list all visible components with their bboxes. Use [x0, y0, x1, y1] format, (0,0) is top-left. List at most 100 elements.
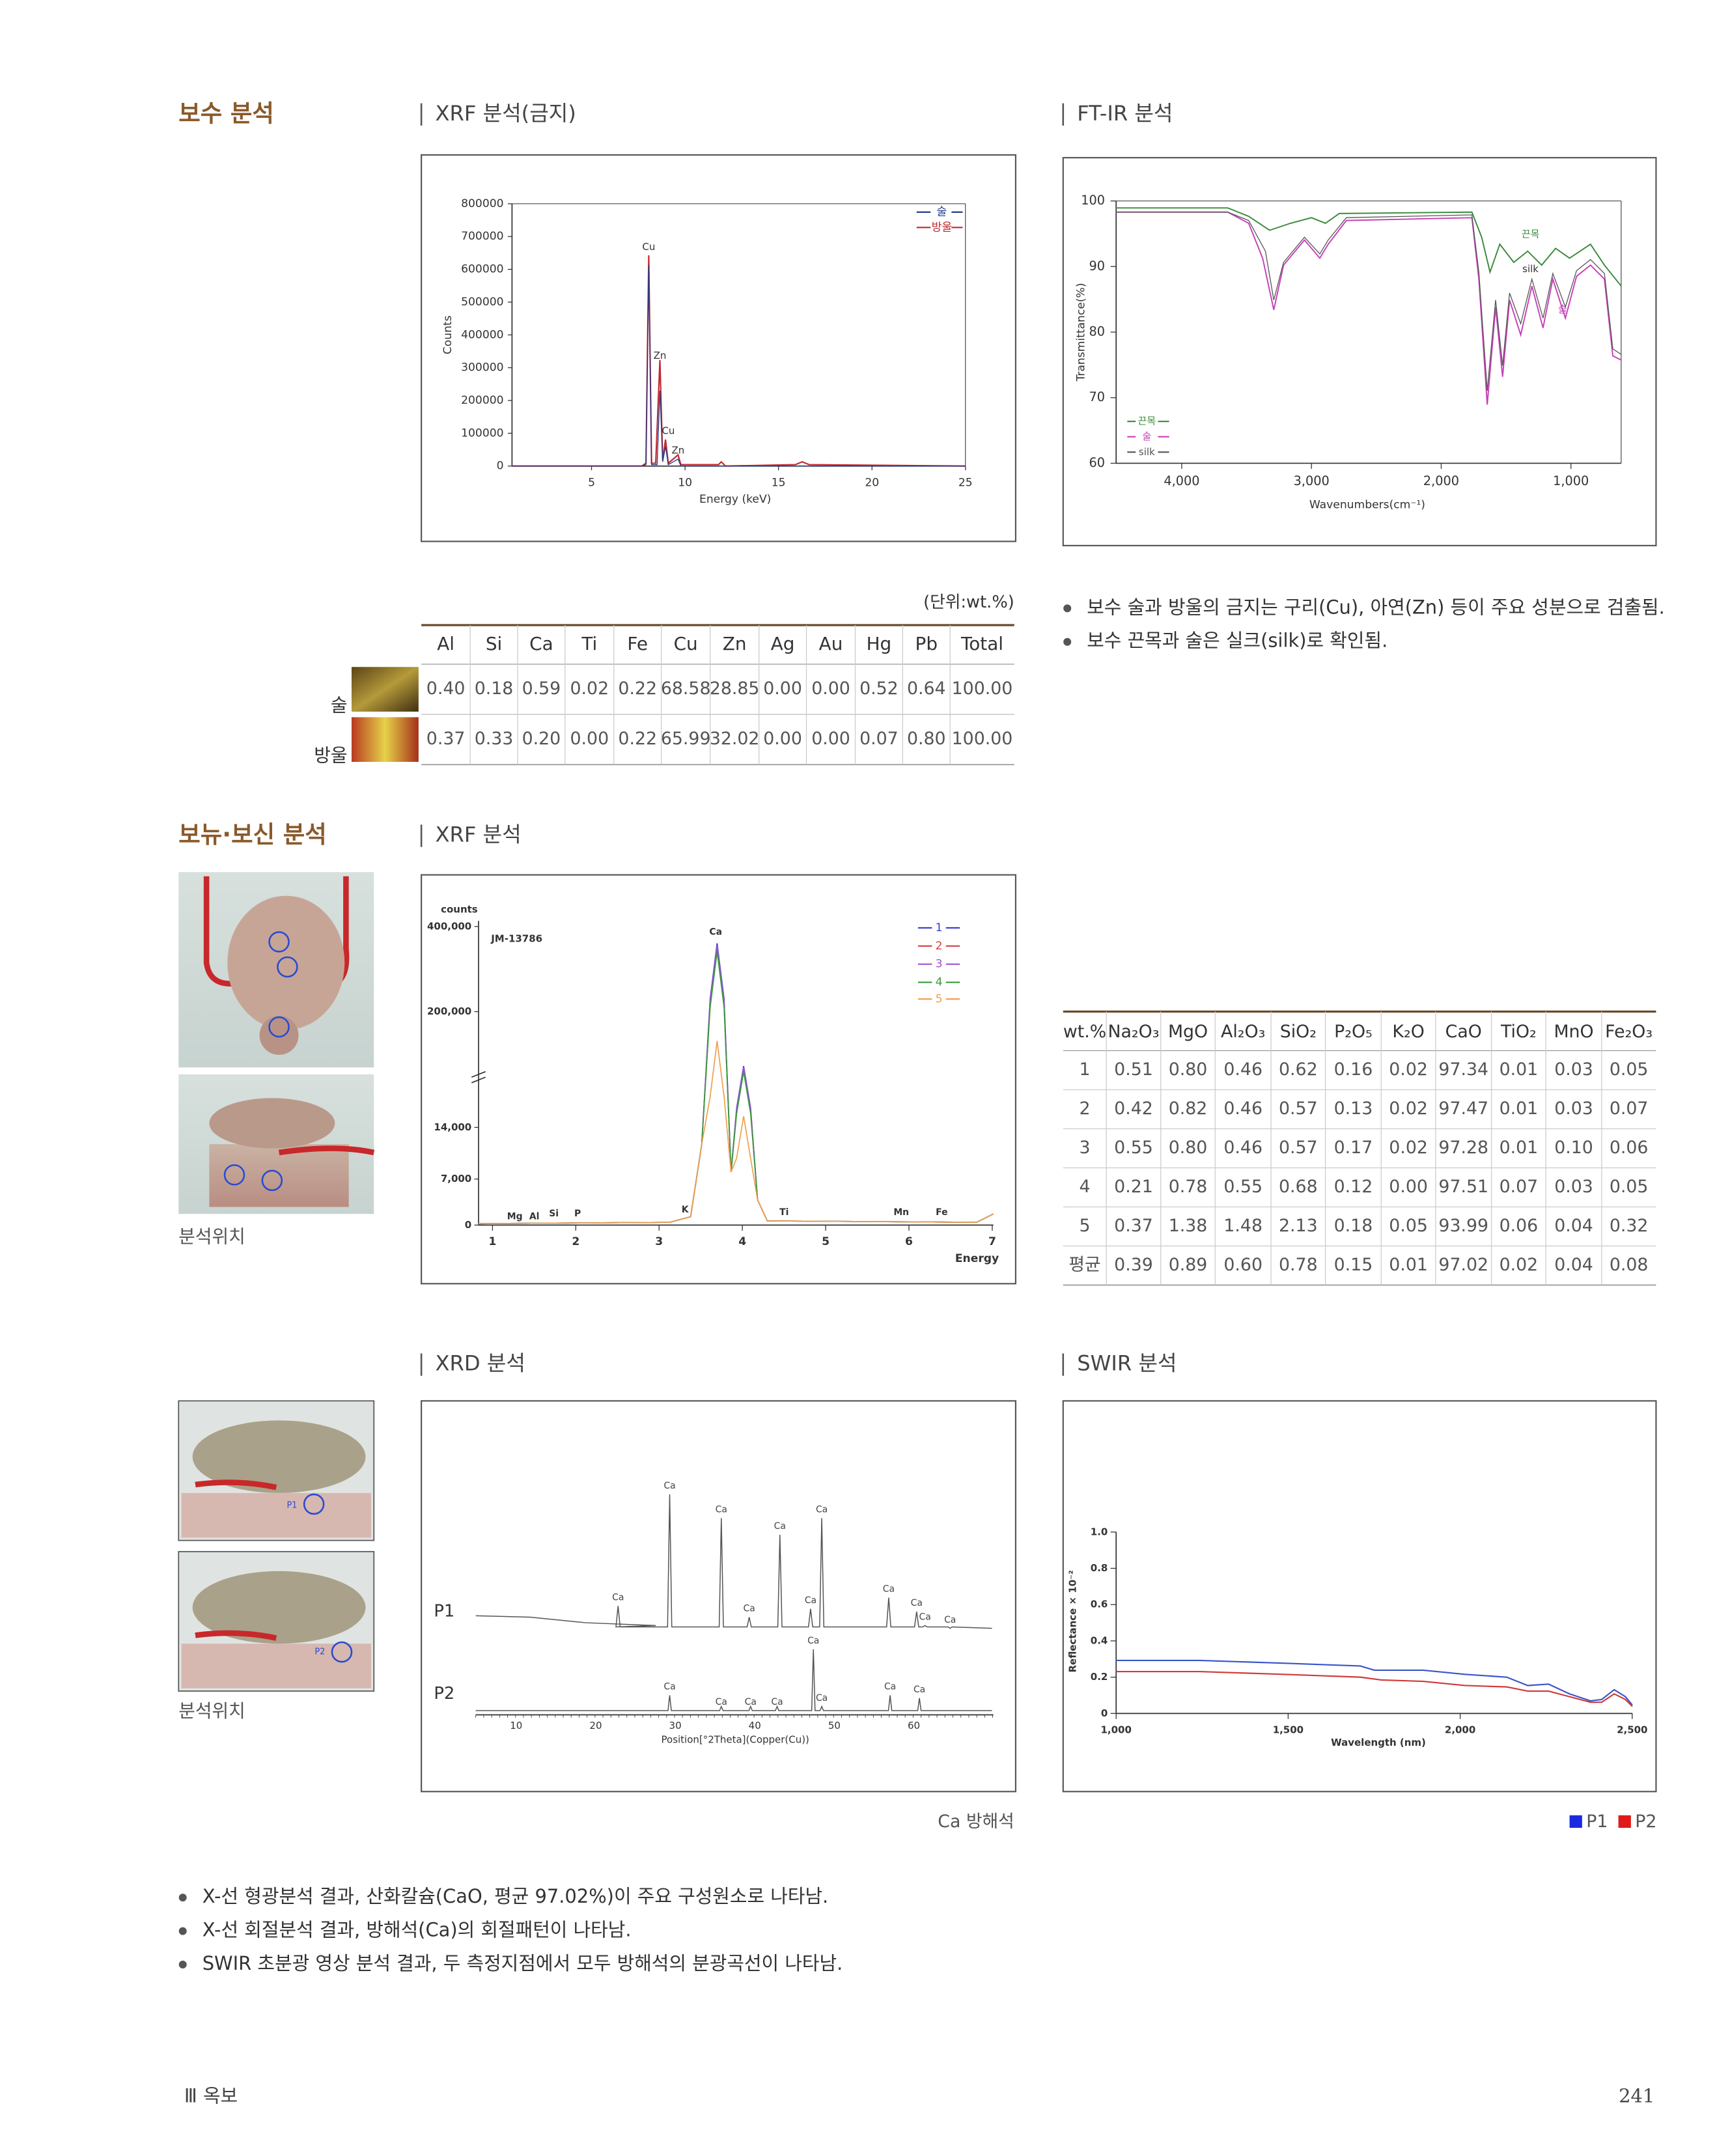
chart-annotation: silk [1522, 263, 1539, 275]
x-tick-label: 5 [588, 476, 595, 489]
thumbnail [351, 667, 419, 712]
peak-label: Ca [816, 1505, 828, 1515]
peak-label: Ca [663, 1682, 675, 1692]
marker [331, 1641, 353, 1663]
y-tick-label: 600000 [461, 263, 503, 276]
peak-label: Zn [654, 350, 667, 361]
element-label: Ca [709, 927, 722, 937]
marker [303, 1493, 325, 1515]
series-label: P2 [434, 1684, 454, 1703]
chart-annotation: 끈목 [1522, 229, 1540, 240]
table-cell: 0.15 [1334, 1255, 1373, 1275]
table-cell: 0.06 [1610, 1138, 1649, 1158]
x-tick-label: 1 [488, 1235, 496, 1248]
table-cell: 0.46 [1223, 1099, 1263, 1119]
x-tick-label: 4,000 [1164, 473, 1199, 488]
x-tick-label: 60 [908, 1720, 920, 1731]
row-label: 방울 [314, 744, 347, 766]
bullet-text: 보수 끈목과 술은 실크(silk)로 확인됨. [1087, 630, 1388, 652]
y-tick-label: 60 [1089, 455, 1106, 470]
caption: 분석위치 [178, 1226, 245, 1248]
table-cell: 97.34 [1438, 1059, 1488, 1080]
table-cell: 0.55 [1114, 1138, 1153, 1158]
y-tick-label: 500000 [461, 296, 503, 309]
y-tick-label: 400000 [461, 328, 503, 341]
table-cell: 0.07 [1500, 1177, 1539, 1197]
table-header: P₂O₅ [1334, 1022, 1373, 1042]
table-cell: 65.99 [661, 729, 711, 749]
y-tick-label: 700000 [461, 230, 503, 243]
bullet-text: 보수 술과 방울의 금지는 구리(Cu), 아연(Zn) 등이 주요 성분으로 … [1087, 596, 1665, 618]
photo-shape [192, 1420, 366, 1493]
y-axis-label: counts [441, 904, 478, 916]
table-cell: 0.22 [618, 679, 657, 699]
sub-title: XRD 분석 [436, 1351, 525, 1376]
element-label: Mg [507, 1212, 523, 1222]
table-cell: 0.52 [859, 679, 899, 699]
legend-label: 2 [936, 940, 943, 953]
table-cell: 1.48 [1223, 1216, 1263, 1236]
bullet [1063, 604, 1072, 613]
legend-label: 방울 [932, 221, 953, 234]
y-tick-label: 0.4 [1091, 1634, 1108, 1646]
element-label: Si [549, 1209, 559, 1219]
y-tick-label: 14,000 [434, 1121, 471, 1133]
table-cell: 0.37 [426, 729, 466, 749]
table-cell: 0.64 [907, 679, 946, 699]
sub-title: XRF 분석 [436, 822, 522, 847]
element-label: K [682, 1205, 690, 1215]
legend-swatch [1618, 1815, 1631, 1828]
y-tick-label: 80 [1089, 324, 1106, 339]
photo-shape [195, 1630, 277, 1641]
table-cell: 68.58 [661, 679, 711, 699]
table-cell: 97.02 [1438, 1255, 1488, 1275]
table-header: CaO [1445, 1022, 1482, 1042]
peak-label: Ca [911, 1598, 923, 1608]
table-header: wt.% [1063, 1022, 1106, 1042]
x-tick-label: 50 [828, 1720, 841, 1731]
table-cell: 0.17 [1334, 1138, 1373, 1158]
peak-label: Ca [612, 1592, 624, 1603]
table-header: Fe₂O₃ [1605, 1022, 1653, 1042]
photo-shape [259, 1015, 299, 1055]
x-tick-label: 2 [572, 1235, 579, 1248]
chart-frame [421, 1400, 1016, 1793]
marker [223, 1164, 245, 1186]
peak-label: Zn [671, 445, 684, 456]
peak-label: Ca [884, 1682, 896, 1692]
x-tick-label: 2,000 [1423, 473, 1459, 488]
peak-label: Ca [745, 1697, 757, 1707]
spectrum [478, 1041, 994, 1225]
table-cell: 0.37 [1114, 1216, 1153, 1236]
x-tick-label: 1,500 [1273, 1724, 1304, 1736]
table-cell: 0.62 [1279, 1059, 1318, 1080]
table-cell: 0.80 [907, 729, 946, 749]
sub-title: XRF 분석(금지) [436, 101, 576, 126]
table-cell: 0.00 [811, 679, 850, 699]
element-label: Al [529, 1212, 540, 1222]
element-label: P [574, 1209, 581, 1219]
table-header: Cu [674, 633, 698, 654]
x-tick-label: 4 [738, 1235, 746, 1248]
table-cell: 0.82 [1169, 1099, 1208, 1119]
table-header: K₂O [1392, 1022, 1424, 1042]
table-cell: 0.02 [1500, 1255, 1539, 1275]
table-cell: 0.78 [1279, 1255, 1318, 1275]
table-header: Total [960, 633, 1003, 654]
table-cell: 5 [1079, 1216, 1090, 1236]
table-cell: 0.39 [1114, 1255, 1153, 1275]
y-tick-label: 300000 [461, 361, 503, 374]
table-header: Ca [529, 633, 553, 654]
x-tick-label: 25 [958, 476, 973, 489]
legend-label: 5 [936, 992, 943, 1005]
y-axis-label: Transmittance(%) [1075, 283, 1088, 382]
table-cell: 0.33 [475, 729, 514, 749]
table-cell: 0.80 [1169, 1138, 1208, 1158]
table-header: Ag [771, 633, 795, 654]
table-cell: 0.18 [475, 679, 514, 699]
legend-label: 끈목 [1138, 415, 1156, 427]
x-axis-label: Position[°2Theta](Copper(Cu)) [662, 1734, 809, 1746]
table-cell: 97.28 [1438, 1138, 1488, 1158]
table-cell: 0.04 [1554, 1255, 1593, 1275]
table-cell: 0.32 [1610, 1216, 1649, 1236]
